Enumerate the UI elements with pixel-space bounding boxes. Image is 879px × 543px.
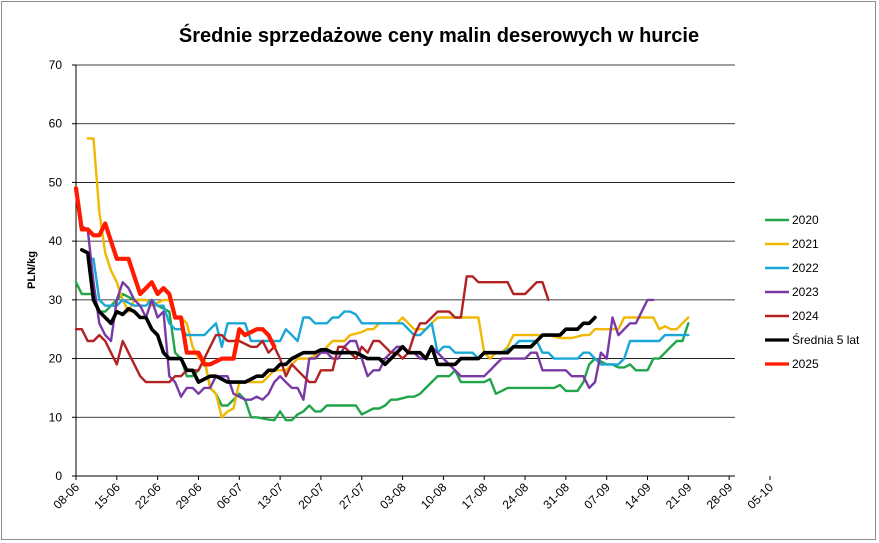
x-tick-label: 14-09	[622, 480, 654, 512]
x-tick-label: 07-09	[581, 480, 613, 512]
y-tick-label: 10	[49, 410, 63, 424]
y-tick-label: 50	[49, 175, 63, 189]
legend-label: 2021	[792, 237, 819, 251]
x-tick-label: 22-06	[132, 480, 164, 512]
x-tick-label: 03-08	[377, 480, 409, 512]
legend-label: 2024	[792, 309, 819, 323]
x-tick-label: 31-08	[540, 480, 572, 512]
y-tick-label: 0	[55, 469, 62, 483]
chart-title: Średnie sprzedażowe ceny malin deserowyc…	[179, 23, 699, 47]
legend: 2020 2021 2022 2023 2024 Średnia 5 lat 2025	[765, 213, 860, 371]
plot-area	[75, 64, 735, 477]
legend-label: 2020	[792, 213, 819, 227]
series-line	[80, 248, 597, 384]
y-tick-label: 40	[49, 234, 63, 248]
series-line	[74, 275, 550, 384]
x-tick-label: 10-08	[418, 480, 450, 512]
legend-label: Średnia 5 lat	[792, 332, 860, 347]
y-tick-label: 20	[49, 352, 63, 366]
x-tick-label: 24-08	[500, 480, 532, 512]
series-line	[80, 225, 655, 401]
series-line	[73, 186, 277, 367]
x-tick-label: 05-10	[745, 480, 777, 512]
x-tick-label: 13-07	[255, 480, 287, 512]
y-tick-label: 60	[49, 117, 63, 131]
x-tick-label: 28-09	[704, 480, 736, 512]
series-lines	[73, 137, 690, 422]
x-tick-label: 17-08	[459, 480, 491, 512]
x-tick-label: 21-09	[663, 480, 695, 512]
y-tick-label: 70	[49, 58, 63, 72]
y-axis-label: PLN/kg	[26, 251, 38, 289]
x-tick-label: 08-06	[51, 480, 83, 512]
x-tick-label: 15-06	[91, 480, 123, 512]
x-axis-ticks: 08-06 15-06 22-06 29-06 06-07 13-07 20-07 27-07…	[51, 476, 777, 512]
series-line	[74, 281, 690, 422]
legend-label: 2022	[792, 261, 819, 275]
x-tick-label: 06-07	[214, 480, 246, 512]
legend-label: 2025	[792, 357, 819, 371]
x-tick-label: 27-07	[336, 480, 368, 512]
x-tick-label: 20-07	[295, 480, 327, 512]
x-tick-label: 29-06	[173, 480, 205, 512]
y-axis-ticks: 0 10 20 30 40 50 60 70	[49, 58, 76, 483]
legend-label: 2023	[792, 285, 819, 299]
y-tick-label: 30	[49, 293, 63, 307]
